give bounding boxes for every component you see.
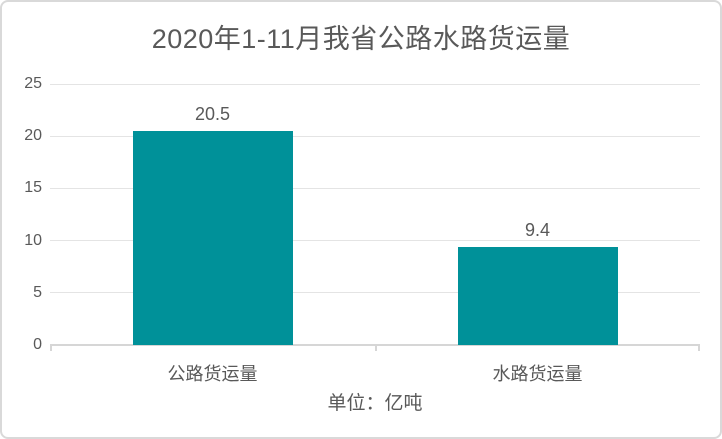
bar-value-label: 9.4 [524,219,551,240]
gridline [50,83,700,85]
x-axis-category-label: 水路货运量 [492,364,583,384]
y-axis-tick-label: 25 [24,75,42,92]
bar-公路货运量 [132,130,293,345]
x-axis-tick [50,345,52,351]
bar-水路货运量 [457,246,618,345]
bar-value-label: 20.5 [194,103,231,124]
x-axis-tick [375,345,377,351]
x-axis-category-label: 公路货运量 [167,364,258,384]
y-axis-tick-label: 0 [33,336,42,353]
y-axis-tick-label: 10 [24,231,42,249]
gridline [50,187,700,189]
gridline [50,292,700,294]
plot-area: 25 20 15 10 5 0 20.5 公路货运量 9.4 水路货运量 [24,76,700,384]
x-axis-tick [698,345,700,351]
chart-title: 2020年1-11月我省公路水路货运量 [151,24,571,54]
unit-note: 单位：亿吨 [327,393,423,414]
gridline [50,135,700,137]
y-axis-tick-label: 20 [24,127,42,145]
gridline [50,240,700,242]
y-axis-tick-label: 15 [24,179,42,197]
y-axis-tick-label: 5 [33,283,42,301]
